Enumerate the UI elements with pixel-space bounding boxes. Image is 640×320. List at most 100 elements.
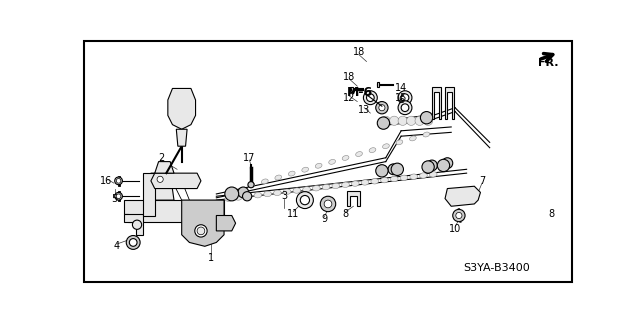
Polygon shape [124, 214, 143, 235]
Circle shape [452, 209, 465, 222]
Text: 7: 7 [479, 176, 485, 186]
Circle shape [115, 192, 122, 200]
Circle shape [157, 176, 163, 182]
Circle shape [132, 220, 141, 229]
Circle shape [195, 225, 207, 237]
Circle shape [367, 94, 374, 101]
Circle shape [415, 116, 424, 125]
Text: 18: 18 [353, 47, 365, 57]
Circle shape [401, 94, 409, 101]
Circle shape [388, 164, 399, 175]
Ellipse shape [284, 189, 291, 195]
Circle shape [296, 192, 314, 209]
Circle shape [420, 112, 433, 124]
Polygon shape [176, 129, 187, 146]
Ellipse shape [329, 159, 335, 164]
Ellipse shape [235, 195, 243, 200]
Ellipse shape [289, 171, 295, 176]
Polygon shape [445, 186, 481, 206]
Circle shape [126, 236, 140, 249]
Ellipse shape [264, 191, 271, 197]
Ellipse shape [371, 179, 379, 184]
Ellipse shape [423, 132, 429, 137]
Circle shape [376, 101, 388, 114]
Ellipse shape [342, 156, 349, 160]
Circle shape [437, 159, 450, 172]
Circle shape [116, 179, 121, 183]
Circle shape [129, 239, 137, 246]
Circle shape [197, 227, 205, 235]
Ellipse shape [225, 196, 232, 201]
Ellipse shape [293, 188, 301, 193]
Ellipse shape [244, 194, 252, 199]
Circle shape [442, 158, 452, 169]
Polygon shape [432, 87, 441, 119]
Circle shape [364, 91, 378, 105]
Ellipse shape [273, 190, 281, 196]
Ellipse shape [400, 175, 408, 180]
Ellipse shape [410, 136, 416, 141]
Circle shape [381, 116, 390, 125]
Polygon shape [349, 87, 353, 92]
Circle shape [391, 163, 403, 175]
Polygon shape [216, 215, 236, 231]
Circle shape [376, 165, 387, 176]
Text: 5: 5 [111, 194, 118, 204]
Ellipse shape [342, 182, 349, 188]
Polygon shape [147, 173, 174, 200]
Polygon shape [155, 162, 174, 173]
Ellipse shape [369, 148, 376, 153]
Text: 18: 18 [344, 72, 356, 82]
Ellipse shape [275, 175, 282, 180]
Polygon shape [445, 87, 454, 119]
Circle shape [390, 116, 399, 125]
Text: 14: 14 [395, 84, 407, 93]
Circle shape [243, 192, 252, 201]
Ellipse shape [381, 177, 388, 183]
Circle shape [422, 161, 435, 173]
Text: 17: 17 [243, 153, 255, 163]
Ellipse shape [351, 181, 359, 186]
Polygon shape [124, 200, 224, 222]
Circle shape [398, 116, 407, 125]
Ellipse shape [429, 172, 437, 177]
Text: 8: 8 [548, 209, 554, 219]
Circle shape [238, 187, 249, 198]
Text: 3: 3 [281, 191, 287, 201]
Text: 1: 1 [208, 253, 214, 263]
Ellipse shape [303, 187, 310, 192]
Circle shape [424, 116, 433, 125]
Circle shape [398, 91, 412, 105]
Circle shape [320, 196, 336, 212]
Circle shape [115, 177, 122, 185]
Circle shape [398, 101, 412, 115]
Ellipse shape [248, 183, 255, 188]
Text: 2: 2 [159, 153, 165, 163]
Ellipse shape [302, 167, 308, 172]
Ellipse shape [420, 173, 428, 178]
Circle shape [300, 196, 310, 205]
Polygon shape [151, 173, 201, 188]
Circle shape [248, 182, 254, 188]
Text: S3YA-B3400: S3YA-B3400 [463, 263, 529, 273]
Text: 9: 9 [321, 214, 327, 224]
Ellipse shape [312, 186, 320, 191]
Circle shape [401, 104, 409, 112]
Circle shape [225, 187, 239, 201]
Ellipse shape [332, 183, 340, 188]
Polygon shape [168, 88, 196, 129]
Ellipse shape [361, 180, 369, 185]
Ellipse shape [356, 152, 362, 156]
Text: 10: 10 [449, 224, 461, 234]
Ellipse shape [390, 176, 398, 182]
Circle shape [227, 188, 237, 199]
Circle shape [376, 165, 388, 177]
Text: 8: 8 [342, 209, 349, 219]
Ellipse shape [322, 184, 330, 190]
Text: 11: 11 [287, 209, 300, 219]
Ellipse shape [396, 140, 403, 145]
Text: 15: 15 [395, 93, 407, 103]
Circle shape [456, 212, 462, 219]
Text: 4: 4 [114, 241, 120, 251]
Polygon shape [348, 191, 360, 206]
